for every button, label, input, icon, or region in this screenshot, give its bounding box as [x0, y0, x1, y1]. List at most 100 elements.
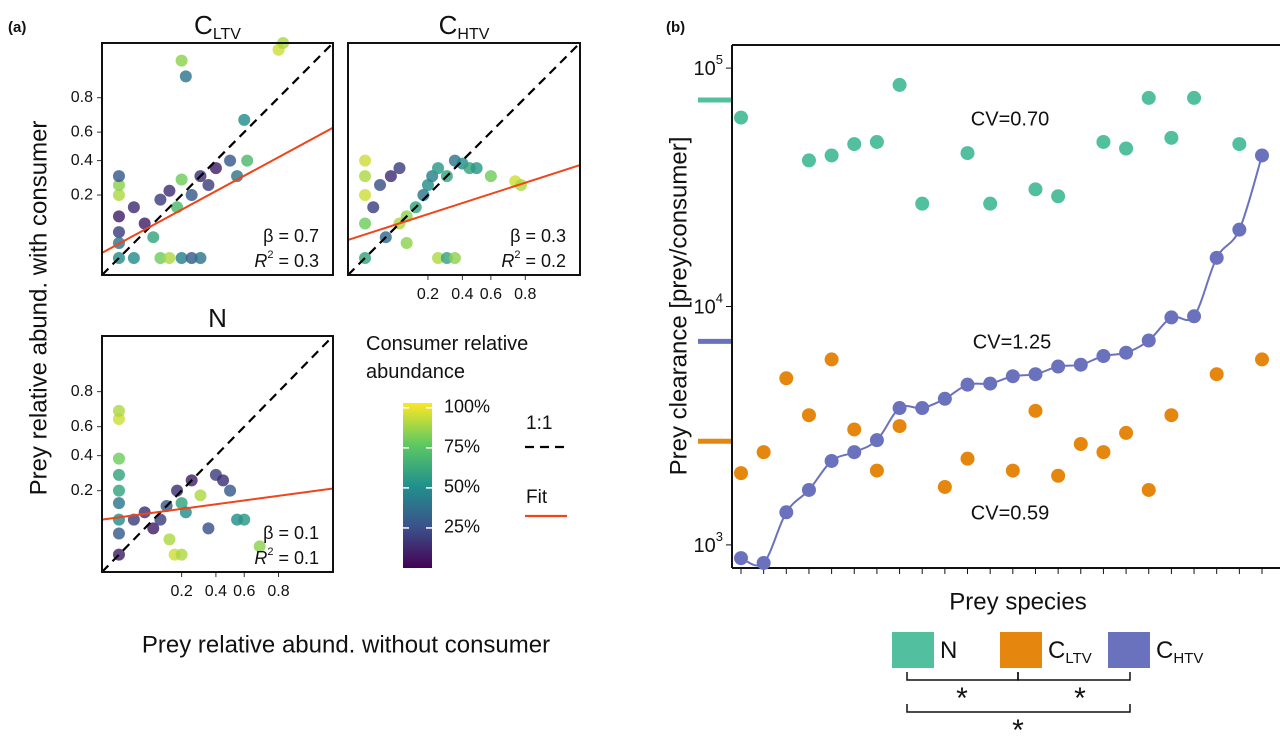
data-point: [1119, 425, 1134, 440]
data-point: [1209, 250, 1224, 265]
data-point: [983, 376, 998, 391]
data-point: [1164, 130, 1179, 145]
y-tick-label: 104: [694, 291, 723, 319]
y-tick-exp: 4: [716, 291, 723, 306]
data-point: [847, 137, 862, 152]
panel-label: (b): [666, 19, 685, 36]
data-point: [175, 497, 188, 510]
data-point: [1187, 309, 1202, 324]
colorbar: [403, 403, 432, 568]
data-point: [734, 110, 748, 125]
data-point: [892, 77, 907, 92]
data-point: [1051, 189, 1066, 204]
data-point: [1141, 482, 1156, 497]
data-point: [163, 251, 176, 264]
legend-name: C: [1156, 637, 1173, 664]
significance-bracket: [906, 704, 1131, 713]
data-point: [147, 231, 160, 244]
data-point: [801, 482, 816, 497]
fit-line: [101, 487, 334, 521]
subplot-title-main: C: [194, 10, 213, 40]
legend-name: N: [940, 637, 957, 664]
data-point: [217, 474, 230, 487]
subplot-title: N: [208, 303, 227, 333]
fit-line: [347, 164, 581, 241]
data-point: [238, 113, 251, 126]
data-point: [448, 251, 461, 264]
data-point: [824, 352, 839, 367]
x-tick-label: 0.2: [170, 583, 192, 600]
identity-line: [347, 42, 581, 276]
data-point: [224, 484, 237, 497]
plot-border: [347, 42, 581, 276]
significance-star: *: [1012, 714, 1024, 738]
y-tick-label: 0.4: [71, 447, 93, 464]
legend-sub: LTV: [1065, 650, 1091, 667]
data-point: [194, 251, 207, 264]
subplot-title-sub: HTV: [457, 26, 489, 43]
identity-line: [101, 335, 334, 573]
colorbar-tick-label: 25%: [444, 517, 480, 537]
cv-annotation: CV=1.25: [973, 331, 1051, 353]
r2-annotation: R2 = 0.1: [254, 546, 319, 568]
data-point: [801, 408, 816, 423]
colorbar-title: Consumer relative abundance: [366, 333, 529, 383]
data-point: [1051, 468, 1066, 483]
legend-label: N: [940, 637, 957, 664]
data-point: [1164, 310, 1179, 325]
data-point: [937, 391, 952, 406]
data-point: [127, 251, 140, 264]
data-point: [112, 452, 125, 465]
r2-symbol: R: [501, 251, 514, 271]
data-point: [869, 134, 884, 149]
y-tick-label: 103: [694, 529, 723, 557]
significance-star: *: [956, 682, 968, 715]
data-point: [960, 377, 975, 392]
r2-symbol: R: [254, 548, 267, 568]
data-point: [484, 170, 497, 183]
colorbar-tick-label: 75%: [444, 437, 480, 457]
data-point: [801, 153, 816, 168]
significance-bracket: [906, 672, 1019, 681]
data-point: [892, 419, 907, 434]
data-point: [112, 170, 125, 183]
data-point: [1028, 182, 1043, 197]
significance-star: *: [1074, 682, 1086, 715]
data-point: [147, 522, 160, 535]
data-point: [112, 527, 125, 540]
data-point: [1141, 90, 1156, 105]
data-point: [960, 451, 975, 466]
data-point: [175, 173, 188, 186]
y-tick-label: 0.8: [71, 89, 93, 106]
data-point: [869, 433, 884, 448]
legend-swatch: [892, 632, 934, 668]
data-point: [847, 445, 862, 460]
x-axis-label: Prey relative abund. without consumer: [142, 631, 550, 658]
legend-label: 1:1: [526, 413, 552, 434]
y-tick-label: 0.4: [71, 152, 93, 169]
x-tick-label: 0.6: [233, 583, 255, 600]
data-point: [432, 162, 445, 175]
subplot-title-sub: LTV: [213, 26, 241, 43]
y-tick-base: 10: [694, 58, 716, 80]
significance-bracket: [1017, 672, 1131, 681]
data-point: [915, 401, 930, 416]
fit-line: [101, 126, 334, 254]
beta-annotation: β = 0.1: [263, 523, 319, 543]
r2-sup: 2: [514, 249, 520, 261]
subplot-title: CHTV: [439, 10, 490, 43]
legend-swatch: [1000, 632, 1042, 668]
data-point: [194, 489, 207, 502]
data-point: [202, 178, 215, 191]
data-point: [154, 193, 167, 206]
r2-symbol: R: [254, 251, 267, 271]
y-tick-base: 10: [694, 297, 716, 319]
data-point: [112, 484, 125, 497]
panel-label: (a): [8, 19, 26, 36]
data-point: [824, 148, 839, 163]
data-point: [756, 555, 771, 570]
data-point: [138, 217, 151, 230]
data-point: [824, 453, 839, 468]
